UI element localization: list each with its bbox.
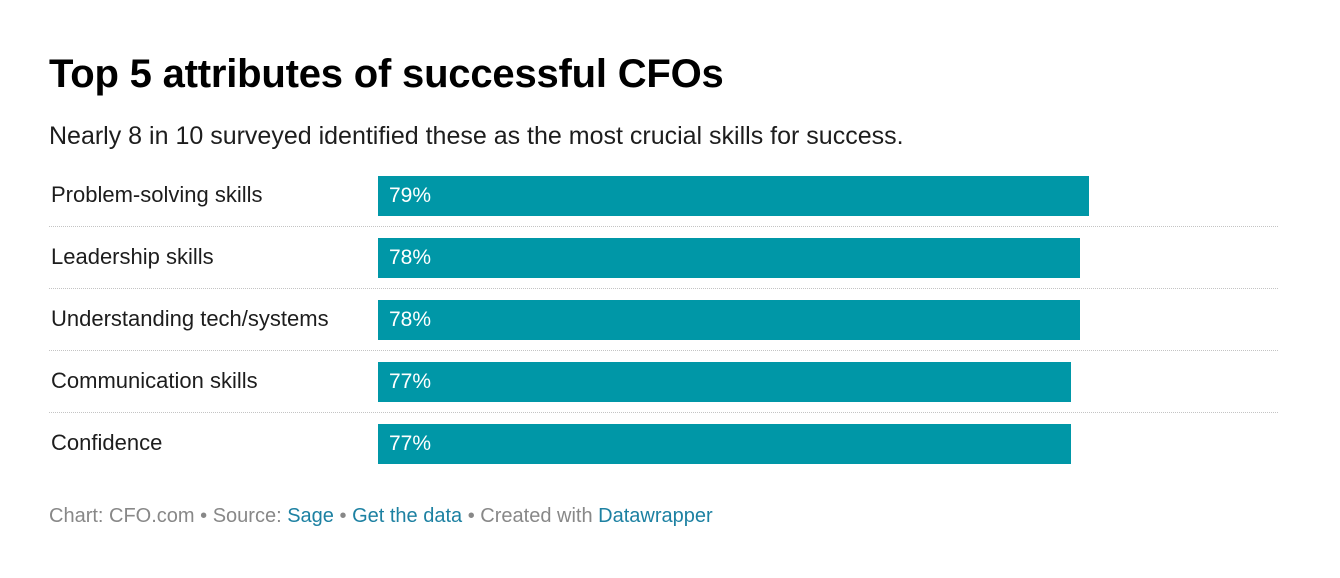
footer-separator: • — [200, 505, 208, 527]
datawrapper-link[interactable]: Datawrapper — [598, 505, 713, 527]
bar-value-label: 78% — [389, 308, 432, 331]
category-label: Leadership skills — [51, 244, 214, 269]
bar-row: Communication skills 77% — [49, 351, 1278, 413]
bar-row: Understanding tech/systems 78% — [49, 289, 1278, 351]
footer-separator: • — [467, 505, 475, 527]
bar-track: 77% — [378, 362, 1278, 402]
category-label: Understanding tech/systems — [51, 306, 329, 331]
bar-row: Problem-solving skills 79% — [49, 165, 1278, 227]
footer-chart-credit: Chart: CFO.com — [49, 505, 195, 527]
bar-rows: Problem-solving skills 79% Leadership skil… — [49, 165, 1278, 475]
bar-value-label: 79% — [389, 184, 432, 207]
bar-track: 78% — [378, 300, 1278, 340]
bar-row: Confidence 77% — [49, 413, 1278, 475]
bar-track: 79% — [378, 176, 1278, 216]
footer-source-label: Source: — [212, 505, 282, 527]
bar-track: 78% — [378, 238, 1278, 278]
chart-title: Top 5 attributes of successful CFOs — [49, 52, 724, 96]
category-label: Communication skills — [51, 368, 258, 393]
footer-separator: • — [339, 505, 347, 527]
bar-row: Leadership skills 78% — [49, 227, 1278, 289]
bar: 77% — [378, 424, 1071, 464]
bar-value-label: 78% — [389, 246, 432, 269]
get-the-data-link[interactable]: Get the data — [352, 505, 463, 527]
footer-created-label: Created with — [480, 505, 593, 527]
chart-footer: Chart: CFO.com • Source: Sage • Get the … — [49, 505, 713, 528]
bar-value-label: 77% — [389, 432, 432, 455]
bar-value-label: 77% — [389, 370, 432, 393]
bar: 78% — [378, 300, 1080, 340]
bar: 78% — [378, 238, 1080, 278]
bar: 77% — [378, 362, 1071, 402]
category-label: Problem-solving skills — [51, 182, 263, 207]
bar: 79% — [378, 176, 1089, 216]
chart-subtitle: Nearly 8 in 10 surveyed identified these… — [49, 122, 904, 150]
bar-track: 77% — [378, 424, 1278, 464]
category-label: Confidence — [51, 430, 163, 455]
source-link[interactable]: Sage — [287, 505, 334, 527]
